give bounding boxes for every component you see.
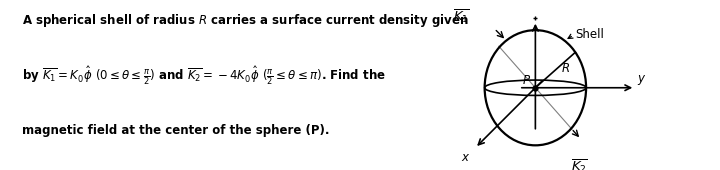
Text: $\overline{K_1}$: $\overline{K_1}$ [453, 8, 470, 25]
Text: A spherical shell of radius $R$ carries a surface current density given: A spherical shell of radius $R$ carries … [22, 12, 469, 29]
Text: $\overline{K_2}$: $\overline{K_2}$ [571, 158, 588, 170]
Text: by $\overline{K_1} = K_0\hat{\phi}$ $(0 \leq \theta \leq \frac{\pi}{2})$ and $\o: by $\overline{K_1} = K_0\hat{\phi}$ $(0 … [22, 65, 386, 87]
Text: Shell: Shell [575, 28, 604, 40]
Text: $P$: $P$ [522, 74, 531, 87]
Text: $R$: $R$ [561, 62, 570, 75]
Text: magnetic field at the center of the sphere (P).: magnetic field at the center of the sphe… [22, 124, 330, 137]
Text: $x$: $x$ [462, 151, 471, 164]
Text: $y$: $y$ [636, 73, 647, 87]
